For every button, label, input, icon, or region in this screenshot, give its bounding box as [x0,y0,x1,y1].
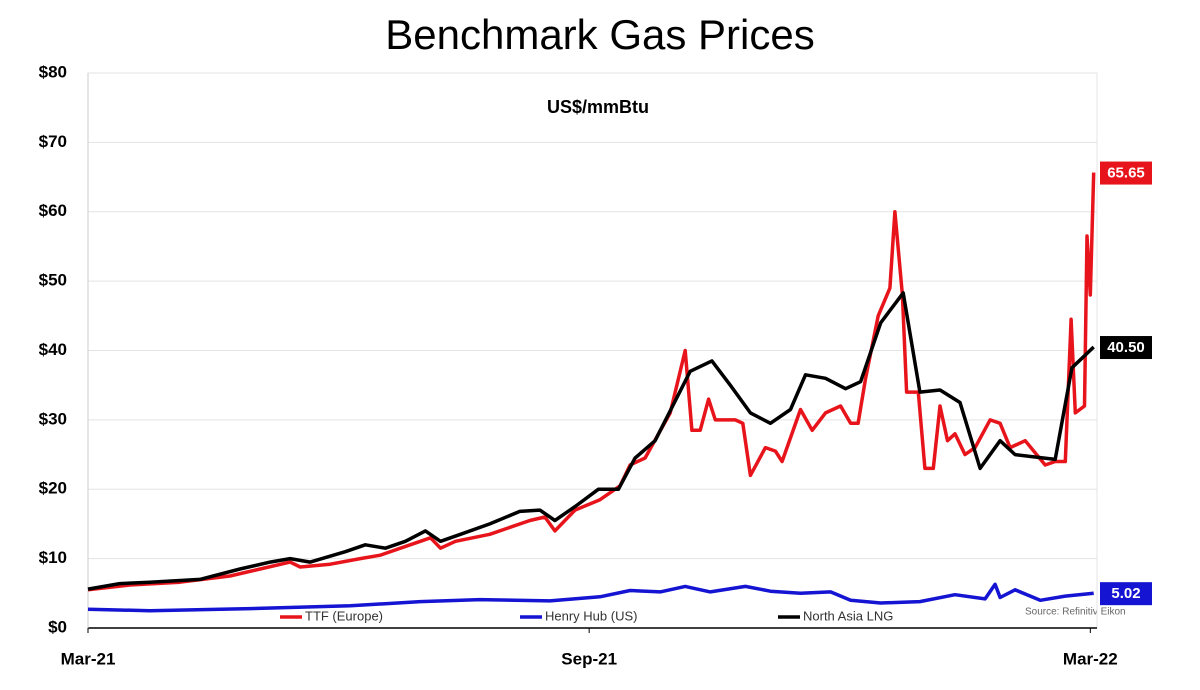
y-tick-label: $70 [39,132,67,151]
y-tick-label: $10 [39,548,67,567]
y-tick-label: $80 [39,62,67,81]
end-label: 65.65 [1107,165,1145,182]
legend-label: TTF (Europe) [305,608,383,623]
end-label-box [1100,161,1152,185]
source-note: Source: Refinitiv Eikon [1025,607,1126,618]
series-line [87,291,1095,591]
legend-label: North Asia LNG [803,608,893,623]
y-tick-label: $50 [39,271,67,290]
chart-subtitle: US$/mmBtu [547,97,649,117]
series-line [87,582,1094,613]
y-tick-label: $40 [39,340,67,359]
y-tick-label: $0 [48,617,67,636]
legend-label: Henry Hub (US) [545,608,637,623]
x-tick-label: Sep-21 [561,649,617,668]
x-tick-label: Mar-21 [61,649,116,668]
chart-title: Benchmark Gas Prices [385,11,814,58]
y-tick-label: $60 [39,201,67,220]
end-label: 5.02 [1111,585,1140,602]
y-tick-label: $30 [39,409,67,428]
end-label-box [1100,336,1152,360]
end-label-box [1100,582,1152,606]
series-line [87,172,1096,592]
y-tick-label: $20 [39,479,67,498]
end-label: 40.50 [1107,339,1145,356]
x-tick-label: Mar-22 [1063,649,1118,668]
